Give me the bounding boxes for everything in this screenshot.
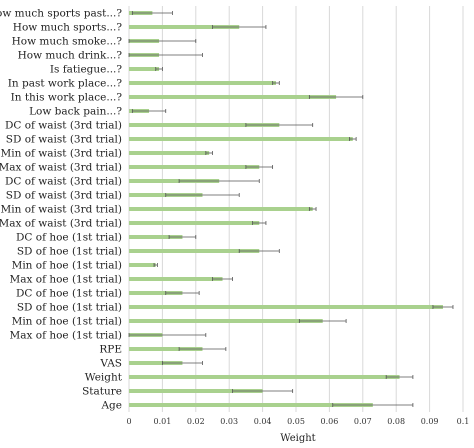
- error-bar: [165, 291, 200, 295]
- category-label: RPE: [99, 344, 122, 356]
- bar: [129, 165, 260, 169]
- error-bar: [178, 347, 227, 351]
- category-label: Is fatiegue...?: [50, 64, 123, 76]
- category-label: How much smoke...?: [12, 36, 123, 48]
- category-label: Min of waist (3rd trial): [1, 204, 122, 216]
- category-labels: How much sports past...? How much sports.…: [0, 8, 123, 412]
- x-tick-label: 0.1: [457, 417, 470, 426]
- error-bar: [128, 39, 197, 43]
- category-label: Max of waist (3rd trial): [0, 218, 122, 230]
- error-bar: [131, 109, 167, 113]
- error-bar: [128, 333, 207, 337]
- error-bar: [385, 375, 414, 379]
- error-bar: [212, 277, 233, 281]
- bar: [129, 179, 220, 183]
- category-label: Max of hoe (1st trial): [10, 330, 123, 342]
- category-label: Max of waist (3rd trial): [0, 162, 122, 174]
- bar: [129, 151, 210, 155]
- bar: [129, 249, 260, 253]
- error-bar: [131, 11, 173, 15]
- category-label: How much sports...?: [13, 22, 123, 34]
- bar: [129, 291, 183, 295]
- category-label: DC of hoe (1st trial): [16, 232, 122, 244]
- category-label: Age: [100, 400, 122, 412]
- x-tick-label: 0.04: [254, 417, 272, 426]
- x-axis-title: Weight: [280, 433, 315, 444]
- error-bar: [205, 151, 213, 155]
- error-bar: [245, 165, 274, 169]
- error-bar: [165, 193, 240, 197]
- bar: [129, 277, 223, 281]
- x-tick-label: 0.06: [320, 417, 338, 426]
- error-bar: [349, 137, 357, 141]
- category-label: How much sports past...?: [0, 8, 122, 20]
- x-tick-label: 0.09: [421, 417, 439, 426]
- error-bar: [161, 361, 203, 365]
- x-tick-label: 0: [126, 417, 131, 426]
- error-bar: [212, 25, 267, 29]
- category-label: SD of hoe (1st trial): [17, 246, 122, 258]
- category-label: Min of hoe (1st trial): [12, 260, 122, 272]
- error-bar: [245, 123, 314, 127]
- category-label: In this work place...?: [11, 92, 123, 104]
- bar: [129, 207, 313, 211]
- error-bars: [128, 11, 454, 407]
- x-tick-label: 0.03: [220, 417, 238, 426]
- category-label: Weight: [85, 372, 123, 384]
- category-label: Stature: [82, 386, 122, 398]
- bar: [129, 347, 203, 351]
- x-tick-label: 0.07: [354, 417, 372, 426]
- error-bar: [155, 67, 163, 71]
- bar: [129, 221, 260, 225]
- category-label: VAS: [99, 358, 122, 370]
- error-bar: [308, 207, 317, 211]
- category-label: SD of waist (3rd trial): [6, 134, 122, 146]
- category-label: Min of waist (3rd trial): [1, 148, 122, 160]
- category-label: DC of waist (3rd trial): [5, 120, 122, 132]
- bar: [129, 137, 353, 141]
- bar: [129, 389, 263, 393]
- category-label: SD of hoe (1st trial): [17, 302, 122, 314]
- error-bar: [332, 403, 414, 407]
- bar: [129, 235, 183, 239]
- error-bar: [272, 81, 280, 85]
- x-tick-label: 0.02: [187, 417, 205, 426]
- bar: [129, 361, 183, 365]
- category-label: Min of hoe (1st trial): [12, 316, 122, 328]
- bar: [129, 95, 337, 99]
- category-label: Low back pain...?: [29, 106, 122, 118]
- category-label: In past work place...?: [8, 78, 123, 90]
- error-bar: [298, 319, 347, 323]
- error-bar: [153, 263, 158, 267]
- bar: [129, 81, 276, 85]
- error-bar: [232, 389, 294, 393]
- category-label: Max of hoe (1st trial): [10, 274, 123, 286]
- error-bar: [128, 53, 203, 57]
- error-bar: [168, 235, 197, 239]
- x-tick-label: 0.05: [287, 417, 305, 426]
- bar: [129, 25, 240, 29]
- error-bar: [308, 95, 364, 99]
- error-bar: [238, 249, 280, 253]
- x-tick-label: 0.08: [387, 417, 405, 426]
- category-label: DC of waist (3rd trial): [5, 176, 122, 188]
- error-bar: [252, 221, 267, 225]
- bar: [129, 305, 443, 309]
- bar: [129, 375, 400, 379]
- bar: [129, 67, 160, 71]
- error-bar: [178, 179, 260, 183]
- x-tick-label: 0.01: [153, 417, 171, 426]
- bar: [129, 403, 373, 407]
- category-label: SD of waist (3rd trial): [6, 190, 122, 202]
- error-bar: [432, 305, 454, 309]
- bar: [129, 123, 280, 127]
- x-tick-labels: 0 0.01 0.02 0.03 0.04 0.05 0.06 0.07 0.08 0.09 0.1: [126, 417, 469, 426]
- category-label: How much drink...?: [18, 50, 123, 62]
- bar: [129, 263, 156, 267]
- bar: [129, 319, 323, 323]
- category-label: DC of hoe (1st trial): [16, 288, 122, 300]
